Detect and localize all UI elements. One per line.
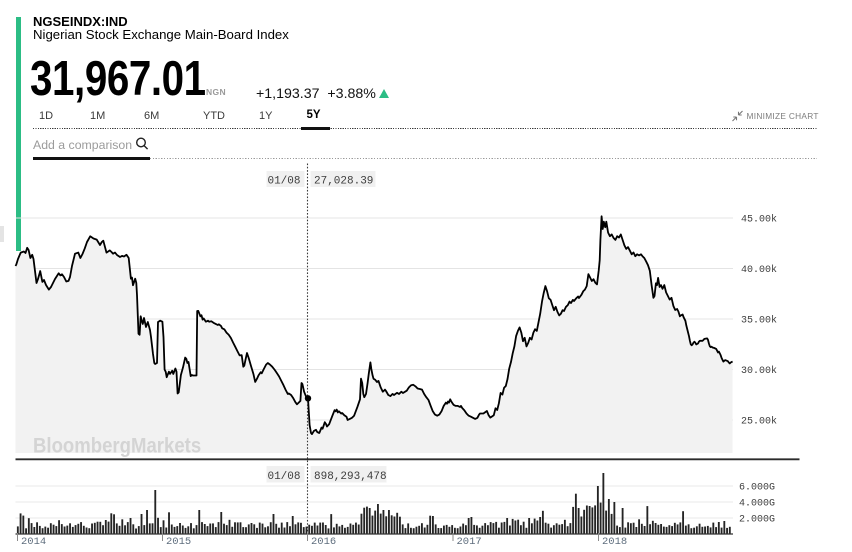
svg-text:2016: 2016 [311,536,336,548]
svg-text:27,028.39: 27,028.39 [314,176,373,188]
svg-text:01/08: 01/08 [267,176,300,188]
svg-text:01/08: 01/08 [267,471,300,483]
svg-text:2014: 2014 [21,536,46,548]
svg-text:45.00k: 45.00k [741,214,777,226]
svg-text:2.000G: 2.000G [739,515,775,526]
svg-text:2018: 2018 [602,536,627,548]
svg-text:2015: 2015 [166,536,191,548]
svg-text:BloombergMarkets: BloombergMarkets [33,434,201,457]
svg-text:6.000G: 6.000G [739,483,775,494]
svg-text:4.000G: 4.000G [739,499,775,510]
svg-text:40.00k: 40.00k [741,264,777,276]
svg-text:30.00k: 30.00k [741,365,777,377]
svg-text:2017: 2017 [457,536,482,548]
svg-text:35.00k: 35.00k [741,315,777,327]
svg-text:25.00k: 25.00k [741,416,777,428]
svg-text:898,293,478: 898,293,478 [314,471,387,483]
